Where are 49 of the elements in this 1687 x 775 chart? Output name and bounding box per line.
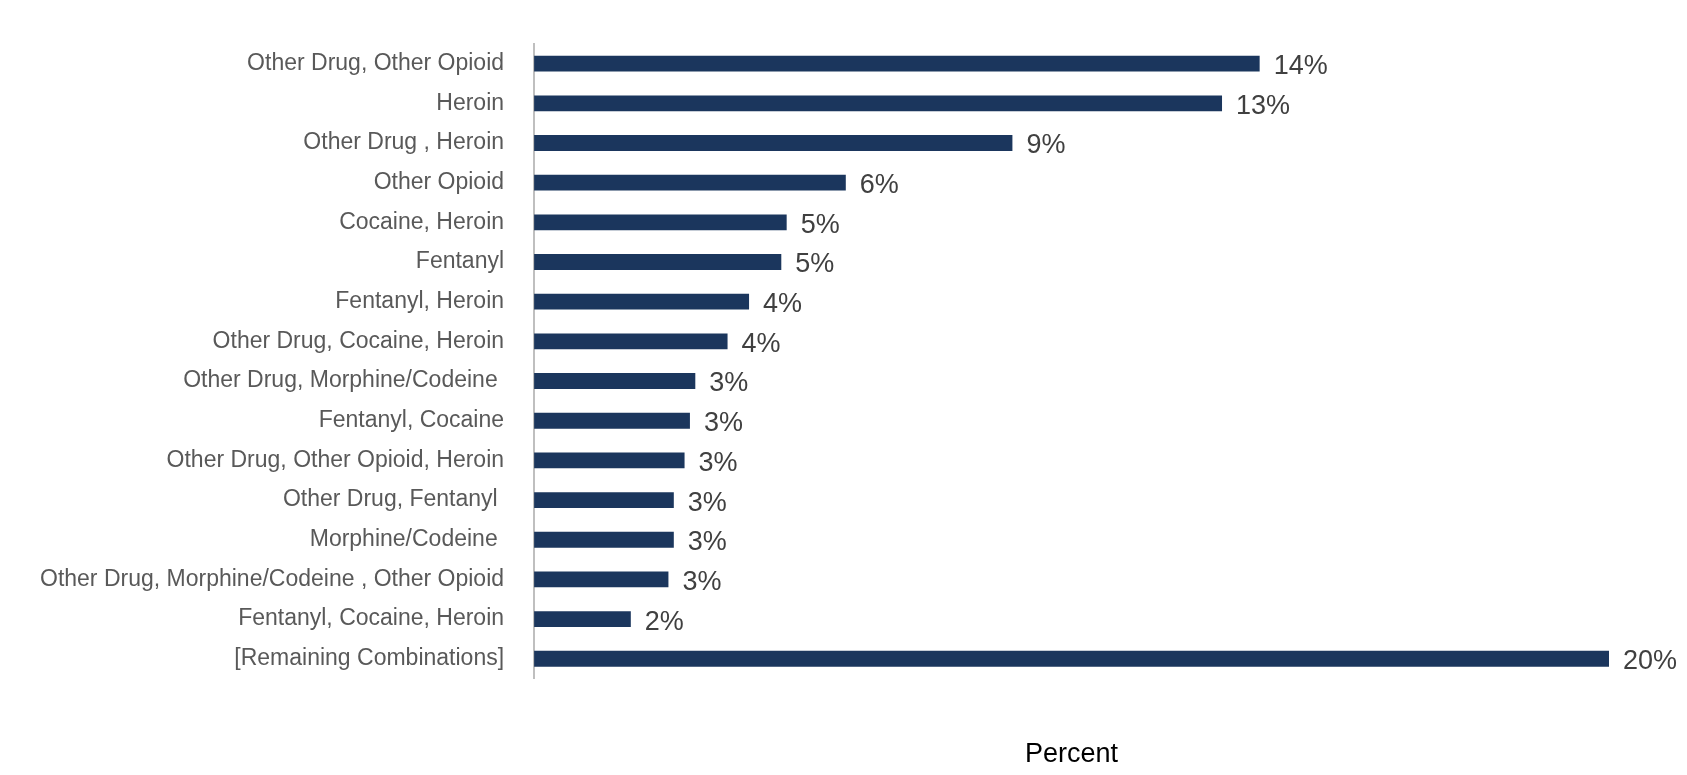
bar: [534, 650, 1609, 667]
y-tick-label: Other Drug, Morphine/Codeine: [183, 366, 505, 393]
data-label: 3%: [682, 565, 722, 596]
data-label: 3%: [703, 407, 743, 438]
x-axis-title: Percent: [1025, 738, 1119, 769]
bar: [534, 412, 690, 429]
y-tick-label: Fentanyl: [415, 247, 505, 274]
bar: [534, 254, 782, 270]
data-label: 20%: [1623, 645, 1678, 676]
y-tick-label: Other Opioid: [373, 168, 505, 195]
data-label: 9%: [1026, 129, 1066, 160]
y-tick-label: Other Drug, Morphine/Codeine , Other Opioid: [39, 564, 505, 591]
data-label: 3%: [687, 486, 727, 517]
data-label: 3%: [709, 367, 749, 398]
y-tick-label: Other Drug, Cocaine, Heroin: [212, 326, 505, 353]
bar: [534, 531, 674, 548]
y-tick-label: Cocaine, Heroin: [339, 207, 505, 234]
y-tick-label: Other Drug , Heroin: [303, 128, 505, 155]
y-tick-label: Other Drug, Other Opioid, Heroin: [166, 445, 505, 472]
bar: [534, 571, 669, 588]
bar: [534, 373, 696, 389]
data-label: 3%: [687, 526, 727, 557]
bar: [534, 95, 1223, 112]
data-label: 3%: [698, 446, 738, 477]
y-tick-label: Heroin: [436, 88, 505, 115]
bar: [534, 452, 685, 469]
bar: [534, 135, 1013, 151]
bar: [534, 293, 750, 310]
y-tick-label: Fentanyl, Cocaine: [318, 406, 505, 433]
y-tick-label: [Remaining Combinations]: [234, 644, 505, 671]
data-label: 6%: [859, 169, 899, 200]
y-tick-label: Morphine/Codeine: [309, 525, 505, 552]
bar: [534, 174, 846, 191]
data-label: 5%: [800, 208, 840, 239]
bar: [534, 333, 728, 350]
data-label: 2%: [644, 605, 684, 636]
bar: [534, 55, 1260, 72]
data-label: 13%: [1236, 89, 1291, 120]
y-tick-label: Other Drug, Other Opioid: [247, 48, 505, 75]
y-tick-label: Fentanyl, Heroin: [335, 287, 505, 314]
data-label: 4%: [741, 327, 781, 358]
data-label: 4%: [763, 288, 803, 319]
bar: [534, 611, 631, 628]
data-label: 14%: [1273, 50, 1328, 81]
bar: [534, 492, 674, 508]
data-label: 5%: [795, 248, 835, 279]
y-tick-label: Fentanyl, Cocaine, Heroin: [238, 604, 505, 631]
y-tick-label: Other Drug, Fentanyl: [282, 485, 505, 512]
bar: [534, 214, 787, 231]
